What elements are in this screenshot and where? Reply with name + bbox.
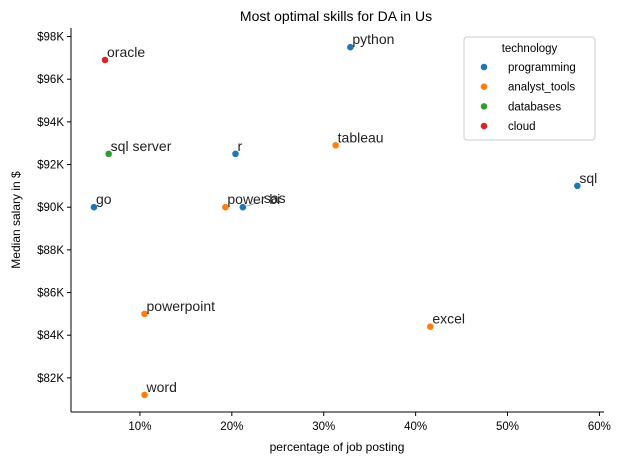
point-label: go <box>96 191 112 207</box>
legend-marker <box>480 82 488 91</box>
legend-box <box>463 36 596 141</box>
y-tick-label: $84K <box>37 330 64 342</box>
point-label: powerpoint <box>147 298 216 314</box>
point-label: excel <box>432 311 465 327</box>
data-point <box>238 203 247 212</box>
legend: technology programming analyst_toolsdatab… <box>463 36 596 141</box>
x-tick-label: 30% <box>312 421 335 433</box>
data-point <box>346 43 355 52</box>
data-point <box>426 322 435 331</box>
y-tick-label: $92K <box>37 160 64 172</box>
data-point <box>104 149 113 158</box>
x-tick-label: 40% <box>404 421 427 433</box>
y-tick-label: $90K <box>37 202 64 214</box>
y-tick-label: $82K <box>37 373 64 385</box>
point-label: r <box>237 138 242 154</box>
point-labels: oracle python tableau sql server r sql go power… <box>96 31 597 395</box>
legend-label: cloud <box>508 121 536 133</box>
point-label: tableau <box>338 129 384 145</box>
point-label: sas <box>264 190 286 206</box>
point-label: word <box>146 379 177 395</box>
y-ticks: $82K $84K $86K $88K $90K $92K $94K $96K $98K <box>37 32 71 385</box>
point-label: oracle <box>107 44 145 60</box>
x-tick-label: 60% <box>588 421 611 433</box>
point-label: python <box>352 31 394 47</box>
y-tick-label: $88K <box>37 245 64 257</box>
legend-label: analyst_tools <box>508 82 575 94</box>
x-axis-label: percentage of job posting <box>270 440 405 454</box>
data-point <box>90 203 98 212</box>
axes <box>70 28 604 413</box>
y-tick-label: $86K <box>37 288 64 300</box>
legend-marker <box>480 102 488 111</box>
legend-marker <box>480 122 488 130</box>
x-tick-label: 50% <box>496 421 519 433</box>
legend-title: technology <box>502 43 558 55</box>
data-point <box>331 141 340 150</box>
y-tick-label: $98K <box>37 32 64 44</box>
y-tick-label: $96K <box>37 74 64 86</box>
data-point <box>140 391 149 399</box>
point-label: sql server <box>111 138 172 154</box>
x-tick-label: 10% <box>128 421 151 433</box>
legend-marker <box>480 63 488 71</box>
data-points <box>90 43 582 399</box>
chart-title: Most optimal skills for DA in Us <box>240 8 432 24</box>
x-ticks: 10% 20% 30% 40% 50% 60% <box>128 412 611 433</box>
data-point <box>573 181 582 190</box>
data-point <box>101 56 109 64</box>
legend-label: programming <box>508 62 576 74</box>
y-tick-label: $94K <box>37 117 64 129</box>
legend-label: databases <box>508 101 561 113</box>
data-point <box>140 309 149 318</box>
point-label: sql <box>579 170 597 186</box>
data-point <box>231 149 240 158</box>
y-axis-label: Median salary in $ <box>9 171 23 269</box>
point-label: power bi <box>227 191 280 207</box>
x-tick-label: 20% <box>220 421 243 433</box>
data-point <box>221 203 230 212</box>
